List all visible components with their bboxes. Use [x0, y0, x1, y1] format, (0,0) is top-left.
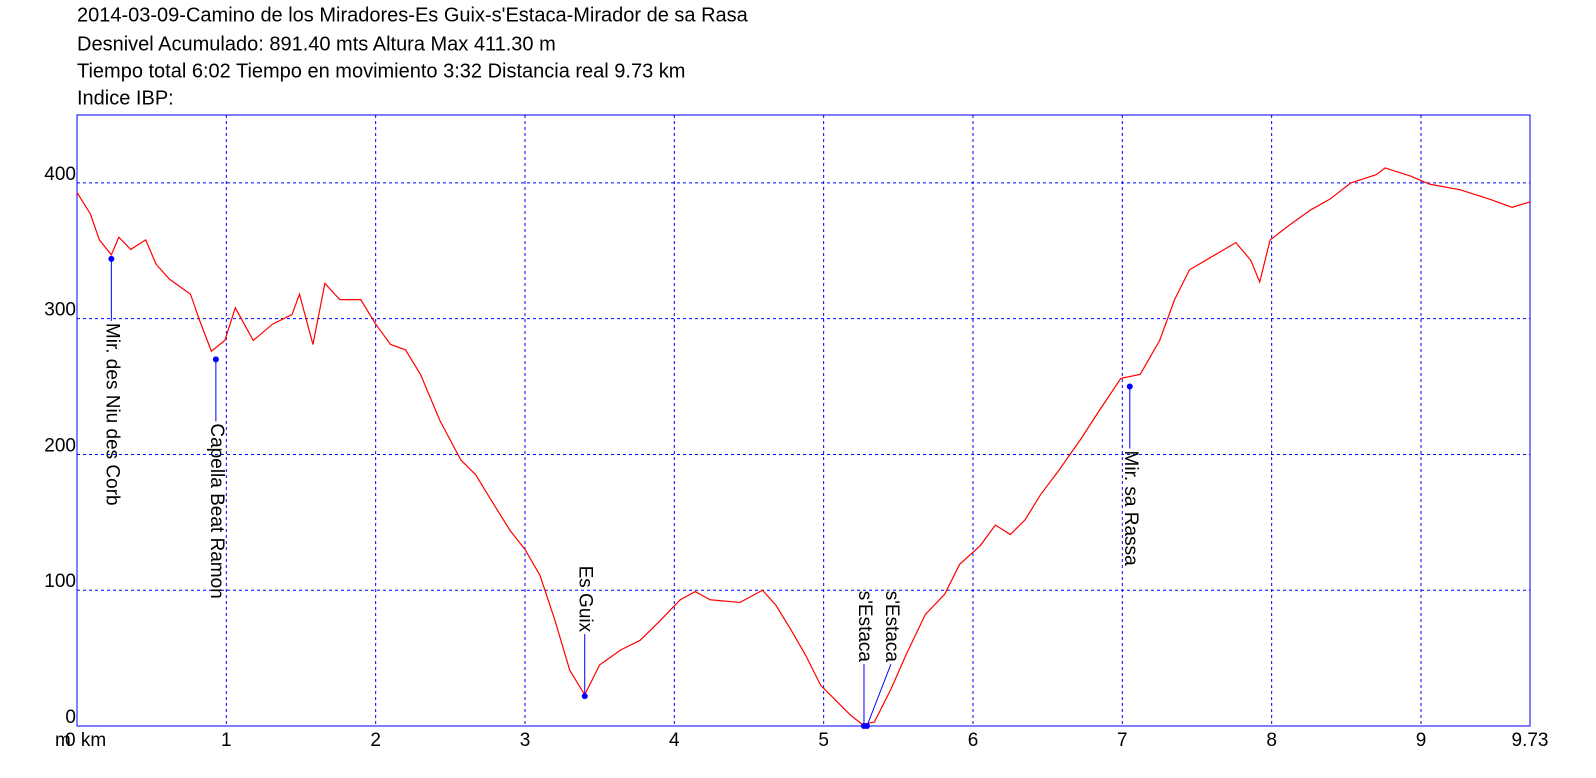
y-tick-label: 0	[65, 707, 76, 728]
waypoint-label: Capella Beat Ramon	[206, 423, 227, 598]
chart-subtitle: Desnivel Acumulado: 891.40 mts Altura Ma…	[77, 33, 556, 55]
waypoint-label: s'Estaca	[854, 591, 875, 663]
elevation-line	[76, 167, 1531, 726]
x-tick-label: 9	[1416, 730, 1427, 751]
x-tick-label: 8	[1266, 730, 1277, 751]
x-tick-label: 5	[818, 730, 829, 751]
y-tick-label: 300	[44, 300, 76, 321]
x-tick-label: 4	[669, 730, 680, 751]
y-tick-label: 100	[44, 571, 76, 592]
x-tick-label: 9.73	[1512, 730, 1549, 751]
chart-subtitle: Tiempo total 6:02 Tiempo en movimiento 3…	[77, 60, 685, 82]
x-tick-label: 6	[968, 730, 979, 751]
x-tick-label: 3	[520, 730, 531, 751]
plot-border	[76, 114, 1531, 727]
x-tick-label: 0 km	[65, 730, 106, 751]
y-tick-label: 200	[44, 435, 76, 456]
y-tick-label: 400	[44, 164, 76, 185]
waypoint-stalk	[866, 663, 892, 727]
waypoint-label: Es Guix	[575, 566, 596, 633]
waypoint-marker	[108, 255, 115, 262]
chart-subtitle: Indice IBP:	[77, 87, 174, 109]
x-tick-label: 1	[221, 730, 232, 751]
waypoint-marker	[1126, 383, 1133, 390]
waypoint-marker	[863, 723, 870, 729]
waypoint-label: Mir. sa Rassa	[1120, 451, 1141, 567]
waypoint-label: Mir. des Niu des Corb	[101, 323, 122, 506]
x-tick-label: 2	[370, 730, 381, 751]
x-tick-label: 7	[1117, 730, 1128, 751]
chart-title: 2014-03-09-Camino de los Miradores-Es Gu…	[77, 4, 749, 26]
waypoint-marker	[581, 693, 588, 700]
waypoint-marker	[212, 356, 219, 363]
y-axis-label: m	[55, 730, 71, 751]
waypoint-label: s'Estaca	[881, 591, 902, 663]
